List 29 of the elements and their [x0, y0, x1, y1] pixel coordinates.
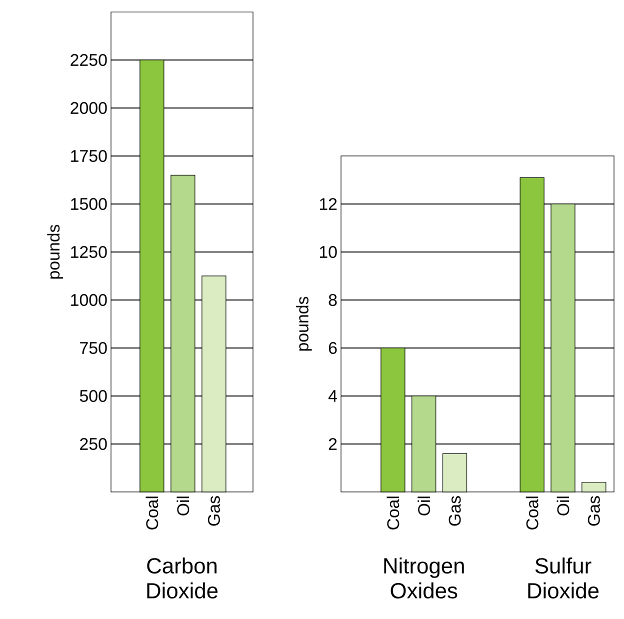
y-tick-label: 1500 [71, 198, 107, 210]
x-tick-label: Oil [418, 496, 430, 516]
y-tick-label: 250 [80, 438, 107, 450]
y-tick-label: 500 [80, 390, 107, 402]
x-tick-label: Coal [526, 496, 538, 530]
y-tick-label: 10 [320, 246, 337, 258]
x-axis-title: Carbon Dioxide [147, 557, 218, 599]
y-tick-label: 2 [328, 438, 337, 450]
x-tick-label: Coal [386, 496, 400, 530]
y-tick-label: 1250 [71, 246, 107, 258]
x-tick-label: Gas [208, 496, 220, 526]
y-tick-label: 6 [328, 342, 337, 354]
y-tick-label: 12 [320, 198, 337, 210]
x-tick-label: Oil [556, 496, 570, 516]
y-axis-title: pounds [296, 296, 312, 351]
x-tick-label: Gas [448, 496, 461, 526]
y-tick-label: 1750 [71, 150, 107, 162]
y-tick-label: 2250 [70, 54, 107, 66]
x-tick-label: Coal [146, 496, 158, 530]
y-tick-label: 2000 [70, 102, 107, 114]
y-tick-label: 8 [328, 294, 337, 306]
x-tick-label: Oil [176, 496, 190, 516]
y-tick-label: 750 [80, 342, 107, 354]
x-tick-label: Gas [588, 496, 600, 526]
text: Nitrogen Oxides [384, 557, 464, 599]
y-tick-label: 1000 [71, 294, 107, 306]
text: Sulfur Dioxide [528, 557, 599, 599]
y-tick-label: 4 [328, 390, 337, 402]
y-axis-title: pounds [47, 224, 63, 279]
